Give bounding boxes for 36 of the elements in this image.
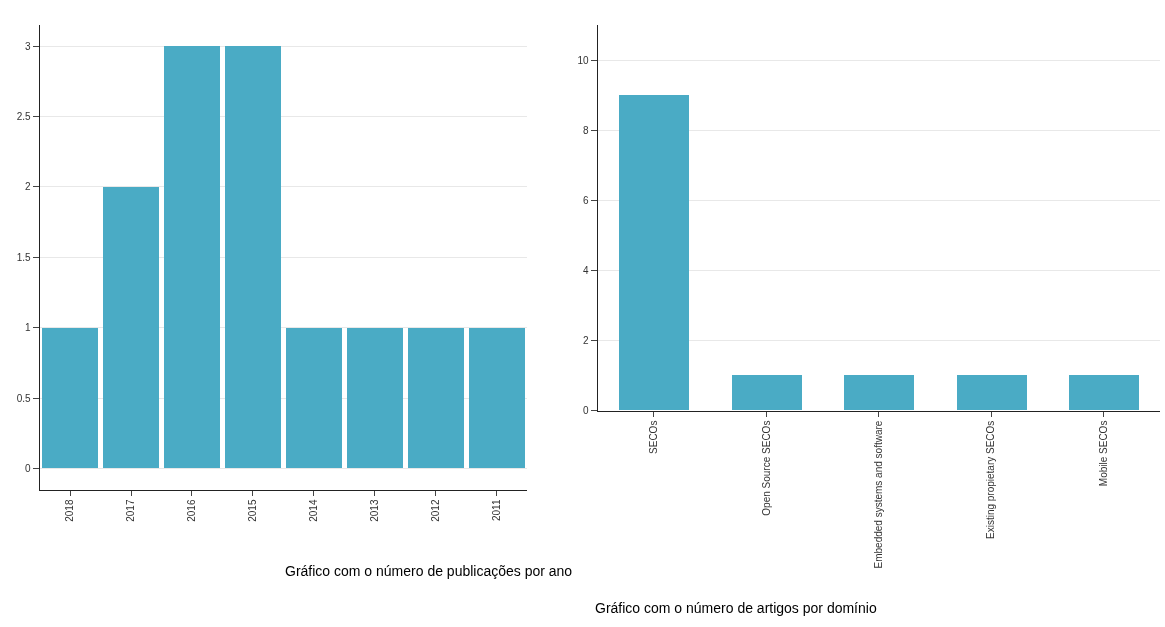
y-tick-label: 6: [582, 194, 589, 206]
x-tick-label: 2016: [186, 499, 198, 522]
y-tick-label: 2: [25, 181, 32, 193]
y-tick-label: 2.5: [16, 111, 32, 123]
bar: [224, 46, 281, 469]
x-tick-label: 2013: [368, 499, 380, 522]
bar: [41, 328, 98, 469]
x-tick-label: 2015: [247, 499, 259, 522]
y-tick-label: 0: [582, 405, 589, 417]
y-tick-label: 4: [582, 264, 589, 276]
text: Gráfico com o número de publicações por ano: [285, 563, 573, 579]
x-tick-label: Existing propietary SECOs: [985, 420, 997, 540]
x-tick-label: 2014: [308, 499, 320, 522]
bar: [285, 328, 342, 469]
text: Gráfico com o número de artigos por domínio: [595, 600, 877, 616]
x-tick-label: 2012: [429, 499, 441, 522]
x-tick-label: SECOs: [648, 420, 660, 454]
bar: [468, 328, 525, 469]
y-tick-label: 8: [582, 124, 589, 136]
y-tick-label: 0: [25, 462, 32, 474]
y-tick-label: 10: [577, 54, 589, 66]
x-tick-label: Embedded systems and software: [873, 420, 885, 569]
bar: [102, 187, 159, 469]
y-tick-label: 3: [25, 40, 32, 52]
x-tick-label: Mobile SECOs: [1098, 420, 1110, 487]
y-tick-label: 0.5: [16, 392, 32, 404]
bar: [163, 46, 220, 469]
y-tick-label: 1.5: [16, 251, 32, 263]
y-tick-label: 1: [25, 322, 32, 334]
x-tick-label: 2011: [490, 499, 502, 522]
bar: [407, 328, 464, 469]
bar: [346, 328, 403, 469]
x-tick-label: Open Source SECOs: [760, 420, 772, 516]
x-tick-label: 2018: [64, 499, 76, 522]
x-tick-label: 2017: [125, 499, 137, 522]
y-tick-label: 2: [582, 335, 589, 347]
